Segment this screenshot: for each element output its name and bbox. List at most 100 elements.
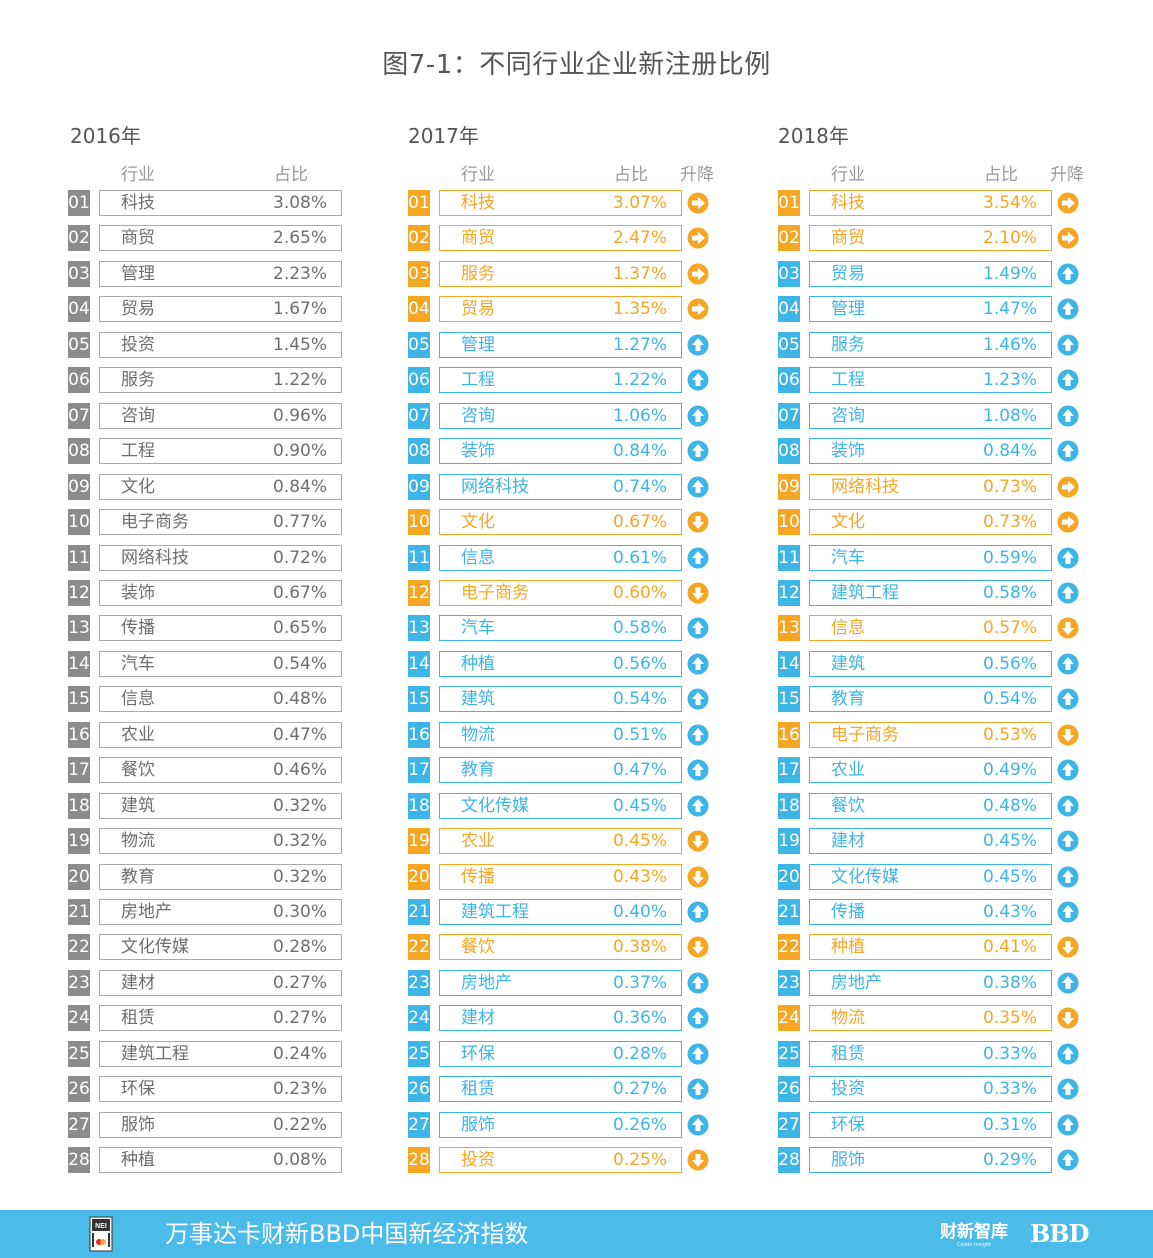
arrow-up-circle-icon xyxy=(687,759,709,781)
arrow-up-circle-icon xyxy=(1057,866,1079,888)
industry-name: 服饰 xyxy=(121,1114,155,1135)
svg-text:NEI: NEI xyxy=(95,1223,107,1230)
rank-badge: 23 xyxy=(778,969,800,996)
arrow-up-circle-icon xyxy=(687,901,709,923)
rank-badge: 18 xyxy=(778,792,800,819)
industry-name: 文化传媒 xyxy=(121,937,189,958)
table-row: 16 电子商务 0.53% xyxy=(778,721,1083,748)
rank-badge: 12 xyxy=(778,579,800,606)
industry-cell: 服饰 0.29% xyxy=(809,1147,1052,1174)
rank-badge: 02 xyxy=(68,225,90,252)
share-value: 1.47% xyxy=(983,299,1038,320)
table-row: 27 服饰 0.26% xyxy=(408,1111,713,1138)
arrow-up-circle-icon xyxy=(1057,440,1079,462)
industry-cell: 建筑工程 0.24% xyxy=(99,1040,342,1067)
table-row: 13 汽车 0.58% xyxy=(408,615,713,642)
share-value: 2.47% xyxy=(613,228,668,249)
table-row: 17 农业 0.49% xyxy=(778,757,1083,784)
rank-badge: 06 xyxy=(778,367,800,394)
industry-cell: 文化 0.73% xyxy=(809,509,1052,536)
share-value: 0.38% xyxy=(613,937,668,958)
header-industry: 行业 xyxy=(461,165,495,185)
share-value: 0.32% xyxy=(273,831,328,852)
rank-badge: 27 xyxy=(68,1111,90,1138)
table-row: 19 建材 0.45% xyxy=(778,828,1083,855)
table-row: 11 网络科技 0.72% xyxy=(68,544,343,571)
rank-badge: 09 xyxy=(68,473,90,500)
arrow-up-circle-icon xyxy=(1057,547,1079,568)
industry-cell: 装饰 0.84% xyxy=(809,438,1052,465)
arrow-up-circle-icon xyxy=(1057,901,1079,923)
share-value: 0.46% xyxy=(273,760,328,781)
industry-name: 网络科技 xyxy=(831,476,899,497)
industry-cell: 管理 1.47% xyxy=(809,296,1052,323)
rank-badge: 16 xyxy=(778,721,800,748)
rank-badge: 05 xyxy=(408,331,430,358)
industry-cell: 咨询 1.06% xyxy=(439,402,682,429)
industry-name: 汽车 xyxy=(121,653,155,674)
header-change: 升降 xyxy=(680,165,714,185)
rank-badge: 22 xyxy=(68,934,90,961)
rank-badge: 04 xyxy=(68,296,90,323)
industry-name: 餐饮 xyxy=(831,795,865,816)
industry-cell: 电子商务 0.77% xyxy=(99,509,342,536)
industry-name: 建筑工程 xyxy=(121,1043,189,1064)
rank-badge: 27 xyxy=(408,1111,430,1138)
industry-name: 农业 xyxy=(121,724,155,745)
arrow-down-circle-icon xyxy=(1057,617,1079,639)
arrow-up-circle-icon xyxy=(1057,972,1079,994)
industry-name: 物流 xyxy=(461,724,495,745)
industry-cell: 管理 1.27% xyxy=(439,331,682,358)
industry-cell: 传播 0.65% xyxy=(99,615,342,642)
share-value: 0.26% xyxy=(613,1114,668,1135)
industry-cell: 农业 0.49% xyxy=(809,757,1052,784)
table-row: 20 教育 0.32% xyxy=(68,863,343,890)
table-row: 28 服饰 0.29% xyxy=(778,1147,1083,1174)
table-row: 26 环保 0.23% xyxy=(68,1076,343,1103)
rank-badge: 07 xyxy=(408,402,430,429)
share-value: 1.27% xyxy=(613,334,668,355)
header-share: 占比 xyxy=(274,165,308,185)
rank-badge: 14 xyxy=(408,650,430,677)
share-value: 1.46% xyxy=(983,334,1038,355)
industry-name: 房地产 xyxy=(121,902,172,922)
header-change: 升降 xyxy=(1050,165,1084,185)
share-value: 0.47% xyxy=(273,724,328,745)
rank-badge: 25 xyxy=(408,1040,430,1067)
share-value: 0.84% xyxy=(613,441,668,462)
rank-badge: 27 xyxy=(778,1111,800,1138)
rank-badge: 25 xyxy=(778,1040,800,1067)
industry-cell: 种植 0.41% xyxy=(809,934,1052,961)
industry-name: 建筑工程 xyxy=(461,902,529,922)
table-row: 17 教育 0.47% xyxy=(408,757,713,784)
rank-badge: 15 xyxy=(778,686,800,713)
industry-name: 建筑 xyxy=(831,653,865,674)
industry-name: 房地产 xyxy=(831,972,882,993)
share-value: 0.49% xyxy=(983,760,1038,781)
table-row: 02 商贸 2.47% xyxy=(408,225,713,252)
industry-name: 服务 xyxy=(121,370,155,391)
table-row: 24 租赁 0.27% xyxy=(68,1005,343,1032)
year-label: 2017年 xyxy=(408,124,479,148)
share-value: 1.45% xyxy=(273,334,328,355)
rank-badge: 24 xyxy=(778,1005,800,1032)
share-value: 0.43% xyxy=(983,902,1038,922)
table-row: 13 传播 0.65% xyxy=(68,615,343,642)
industry-cell: 餐饮 0.48% xyxy=(809,792,1052,819)
arrow-up-circle-icon xyxy=(687,440,709,462)
arrow-up-circle-icon xyxy=(1057,405,1079,427)
rank-badge: 22 xyxy=(778,934,800,961)
share-value: 0.29% xyxy=(983,1150,1038,1171)
arrow-up-circle-icon xyxy=(687,795,709,817)
industry-name: 服务 xyxy=(831,334,865,355)
industry-cell: 服饰 0.22% xyxy=(99,1111,342,1138)
share-value: 0.24% xyxy=(273,1043,328,1064)
industry-name: 咨询 xyxy=(831,405,865,426)
industry-name: 农业 xyxy=(461,831,495,852)
bbd-logo: BBD xyxy=(1030,1219,1089,1248)
industry-name: 建材 xyxy=(121,972,155,993)
share-value: 0.45% xyxy=(613,795,668,816)
table-row: 05 管理 1.27% xyxy=(408,331,713,358)
industry-name: 信息 xyxy=(831,618,865,639)
arrow-up-circle-icon xyxy=(1057,334,1079,356)
